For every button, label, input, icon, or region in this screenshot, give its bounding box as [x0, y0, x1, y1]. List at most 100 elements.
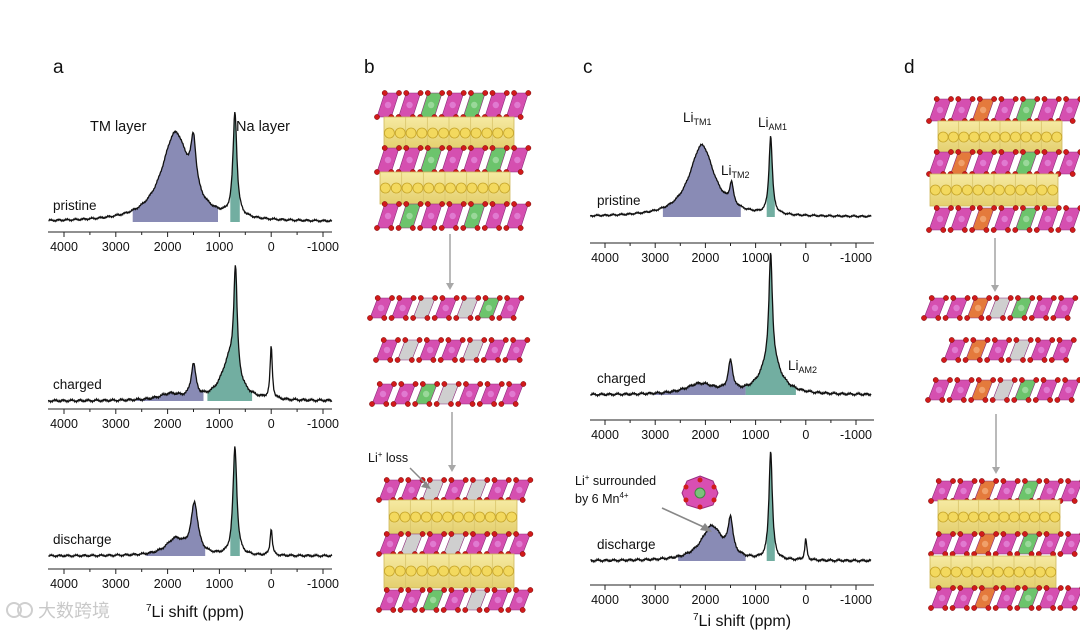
- oxygen-atom: [403, 201, 410, 207]
- oxygen-atom: [975, 377, 982, 383]
- oxygen-atom: [396, 145, 402, 151]
- oxygen-atom: [441, 381, 448, 387]
- na-atom: [394, 127, 406, 139]
- metal-atom: [936, 215, 944, 223]
- oxygen-atom: [986, 295, 992, 301]
- oxygen-atom: [1000, 531, 1007, 537]
- na-atom: [492, 565, 504, 577]
- oxygen-atom: [513, 531, 519, 537]
- oxygen-atom: [1036, 531, 1043, 537]
- oxygen-atom: [527, 477, 534, 483]
- oxygen-atom: [928, 295, 935, 301]
- metal-atom: [492, 156, 499, 164]
- tick-label: 3000: [102, 240, 130, 254]
- metal-atom: [386, 540, 394, 548]
- oxygen-atom: [928, 605, 934, 611]
- na-atom: [950, 566, 962, 578]
- oxygen-atom: [933, 96, 940, 102]
- oxygen-atom: [992, 605, 999, 611]
- spectrum-charged: 4000 3000 2000 1000 0 -1000 charged: [589, 252, 874, 442]
- oxygen-atom: [1054, 377, 1061, 383]
- metal-atom: [981, 540, 989, 548]
- oxygen-atom: [962, 357, 969, 363]
- metal-atom: [1068, 487, 1075, 495]
- oxygen-atom: [527, 531, 534, 537]
- oxygen-atom: [1057, 531, 1064, 537]
- na-atom: [1004, 184, 1016, 196]
- oxygen-atom: [403, 90, 410, 96]
- octahedron: [464, 479, 488, 501]
- annotation-mn-sup: 4+: [619, 491, 628, 500]
- oxygen-atom: [969, 96, 976, 102]
- na-atom: [1020, 131, 1032, 143]
- na-atom: [459, 127, 471, 139]
- oxygen-atom: [990, 227, 997, 233]
- oxygen-atom: [998, 357, 1005, 363]
- na-atom: [503, 127, 514, 139]
- oxygen-atom: [505, 607, 512, 613]
- d-top-layer-1: [926, 96, 1080, 124]
- oxygen-atom: [998, 149, 1005, 155]
- tick-label: 2000: [691, 593, 719, 607]
- oxygen-atom: [1022, 531, 1028, 537]
- d-arrow-1-head: [991, 285, 999, 292]
- d-bot-slab-2: [929, 555, 1057, 589]
- na-atom: [961, 184, 973, 196]
- na-atom: [992, 566, 1004, 578]
- oxygen-atom: [439, 201, 445, 207]
- oxygen-atom: [1057, 585, 1064, 591]
- b-bot-layer-1: [376, 477, 534, 503]
- oxygen-atom: [424, 90, 431, 96]
- oxygen-atom: [403, 145, 410, 151]
- na-atom: [1003, 566, 1015, 578]
- oxygen-atom: [402, 337, 409, 343]
- na-atom: [940, 566, 952, 578]
- oxygen-atom: [1034, 96, 1041, 102]
- na-atom: [1039, 511, 1051, 523]
- oxygen-atom: [453, 225, 459, 231]
- oxygen-atom: [993, 478, 999, 484]
- oxygen-atom: [1033, 227, 1040, 233]
- na-atom: [968, 131, 980, 143]
- oxygen-atom: [1013, 337, 1020, 343]
- oxygen-atom: [405, 477, 412, 483]
- na-atom: [384, 565, 395, 577]
- oxygen-atom: [957, 315, 963, 321]
- na-atom: [412, 182, 424, 194]
- metal-atom: [514, 212, 521, 220]
- metal-atom: [979, 215, 987, 223]
- oxygen-atom: [511, 201, 517, 207]
- na-atom: [438, 127, 449, 139]
- oxygen-atom: [968, 397, 974, 403]
- na-atom: [452, 511, 464, 523]
- na-atom: [1041, 131, 1052, 143]
- na-atom: [1029, 511, 1040, 523]
- na-atom: [978, 511, 990, 523]
- tick-label: 4000: [591, 251, 619, 265]
- na-atom: [506, 511, 518, 523]
- metal-atom: [974, 304, 982, 312]
- metal-atom: [442, 304, 449, 312]
- oxygen-atom: [970, 337, 977, 343]
- oxygen-atom: [1022, 585, 1028, 591]
- metal-atom: [491, 346, 498, 354]
- oxygen-atom: [410, 295, 417, 301]
- tick-label: 1000: [742, 428, 770, 442]
- tick-label: 0: [802, 251, 809, 265]
- oxygen-atom: [1012, 149, 1019, 155]
- oxygen-atom: [482, 145, 489, 151]
- oxygen-atom: [524, 337, 531, 343]
- na-atom: [983, 184, 995, 196]
- oxygen-atom: [495, 357, 501, 363]
- metal-atom: [936, 159, 944, 167]
- oxygen-atom: [426, 401, 433, 407]
- oxygen-atom: [1027, 337, 1034, 343]
- metal-atom: [471, 156, 478, 164]
- oxygen-atom: [434, 381, 440, 387]
- na-atom: [1019, 511, 1030, 523]
- oxygen-atom: [496, 225, 502, 231]
- tick-label: 0: [268, 417, 275, 431]
- oxygen-atom: [505, 477, 512, 483]
- oxygen-atom: [962, 227, 968, 233]
- oxygen-atom: [462, 607, 469, 613]
